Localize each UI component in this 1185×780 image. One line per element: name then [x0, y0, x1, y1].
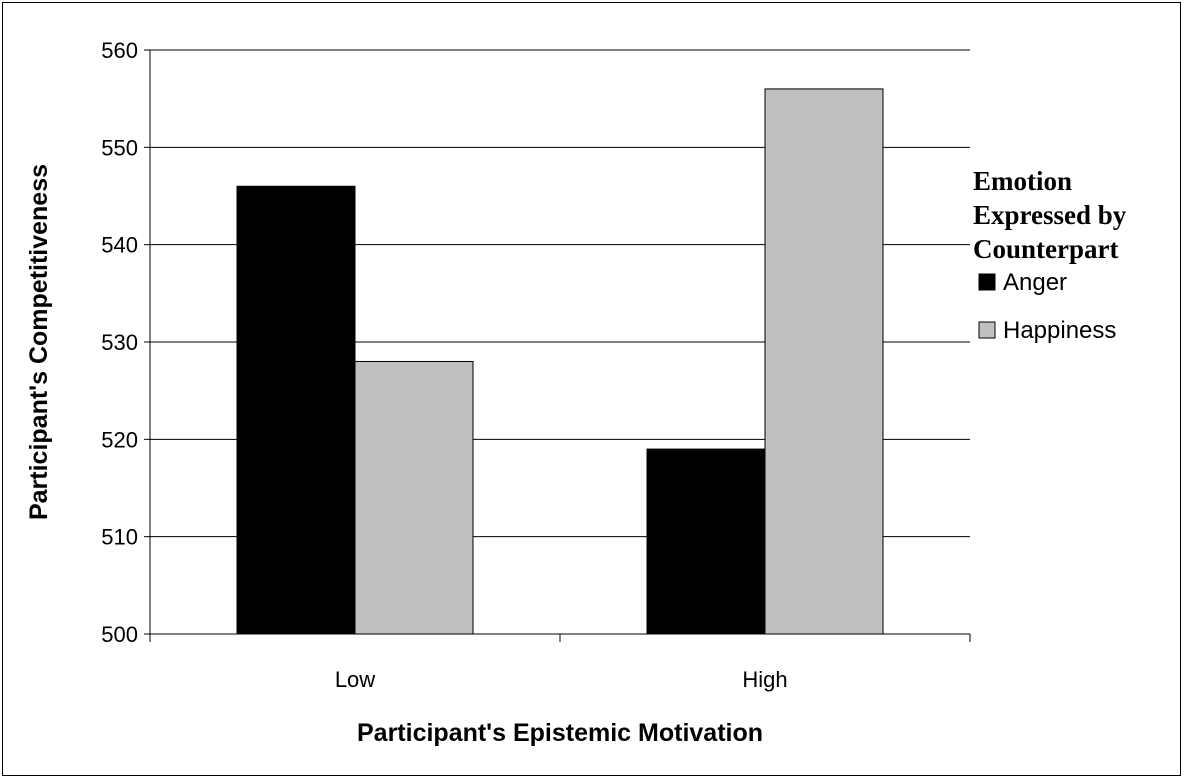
- y-tick-label-540: 540: [101, 233, 138, 258]
- y-tick-labels: 500 510 520 530 540 550 560: [101, 38, 138, 647]
- bar-happiness-low: [354, 360, 474, 635]
- x-tick-label-high: High: [742, 667, 787, 692]
- legend-entries: Anger Happiness: [978, 269, 1116, 344]
- legend-swatch-happiness: [978, 321, 996, 339]
- x-tick-label-low: Low: [335, 667, 375, 692]
- y-tick-label-500: 500: [101, 622, 138, 647]
- bar-anger-high: [646, 448, 766, 635]
- y-tick-label-550: 550: [101, 135, 138, 160]
- x-tick-labels: Low High: [335, 667, 788, 692]
- bar-anger-low: [236, 185, 356, 635]
- bar-happiness-high: [764, 88, 884, 635]
- legend-title-line-2: Expressed by: [973, 200, 1127, 230]
- legend-title-line-1: Emotion: [973, 166, 1072, 196]
- legend-label-happiness: Happiness: [1003, 317, 1116, 344]
- legend-label-anger: Anger: [1003, 269, 1067, 296]
- y-axis-title: Participant's Competitiveness: [25, 164, 53, 520]
- legend-title-line-3: Counterpart: [973, 234, 1118, 264]
- y-tick-label-560: 560: [101, 38, 138, 63]
- x-axis-title: Participant's Epistemic Motivation: [357, 719, 763, 747]
- legend-swatch-anger: [978, 273, 996, 291]
- y-tick-label-510: 510: [101, 525, 138, 550]
- legend: Emotion Expressed by Counterpart Anger Ha…: [973, 166, 1127, 344]
- y-tick-label-520: 520: [101, 427, 138, 452]
- bars: [236, 88, 884, 635]
- axes: [144, 49, 971, 642]
- y-tick-label-530: 530: [101, 330, 138, 355]
